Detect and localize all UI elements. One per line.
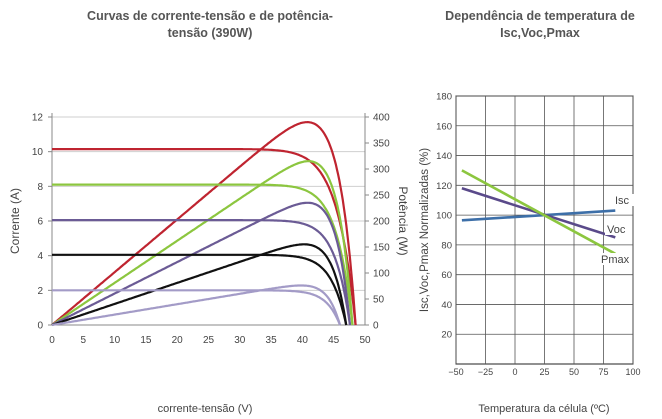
- iv-y-axis-title: Corrente (A): [8, 188, 22, 254]
- iv-x-tick-label: 0: [49, 335, 55, 346]
- iv-y2-axis-title: Potência (W): [396, 186, 410, 255]
- iv-y-tick-label: 12: [32, 113, 44, 124]
- iv-y2-tick-label: 350: [373, 139, 390, 150]
- iv-y2-tick-label: 300: [373, 165, 390, 176]
- temp-y-tick-label: 180: [436, 92, 452, 103]
- temp-series-line-isc: [461, 209, 616, 222]
- iv-y2-tick-label: 0: [373, 321, 379, 332]
- temp-series-label-pmax: Pmax: [601, 254, 630, 266]
- iv-current-curve: [52, 289, 342, 326]
- iv-current-curve: [52, 148, 357, 326]
- iv-current-curve: [52, 253, 348, 326]
- iv-x-tick-label: 5: [81, 335, 87, 346]
- temp-y-tick-label: 120: [436, 181, 452, 192]
- iv-y2-tick-label: 400: [373, 113, 390, 124]
- iv-y2-tick-label: 50: [373, 295, 385, 306]
- iv-x-axis-title: corrente-tensão (V): [158, 403, 253, 415]
- temp-x-tick-label: 25: [539, 367, 549, 377]
- temp-x-tick-label: 75: [598, 367, 608, 377]
- iv-y2-tick-label: 150: [373, 243, 390, 254]
- temp-series-line-pmax: [461, 169, 616, 255]
- temp-x-tick-label: 50: [569, 367, 579, 377]
- iv-x-tick-label: 10: [109, 335, 121, 346]
- temp-series-label-isc: Isc: [615, 195, 630, 207]
- iv-power-curve: [51, 201, 352, 326]
- iv-y-tick-label: 8: [37, 182, 43, 193]
- temp-y-tick-label: 140: [436, 151, 452, 162]
- temperature-chart: 20 40 60 80 100 120 140 160 180 −50 −25 0 25 50 75 100 I…: [419, 92, 641, 416]
- iv-x-tick-label: 35: [266, 335, 278, 346]
- iv-current-curve: [52, 183, 354, 326]
- iv-power-curve: [51, 284, 342, 327]
- temp-y-axis-title: Isc,Voc,Pmax Normalizadas (%): [419, 148, 431, 312]
- iv-x-tick-label: 40: [297, 335, 309, 346]
- iv-y-tick-label: 2: [37, 286, 43, 297]
- temp-x-tick-label: 100: [625, 367, 640, 377]
- temp-series-label-bg: [613, 194, 639, 206]
- chart-title-iv: Curvas de corrente-tensão e de potência-…: [87, 9, 333, 40]
- temp-y-tick-label: 80: [441, 240, 452, 251]
- iv-y2-tick-label: 200: [373, 217, 390, 228]
- iv-y2-tick-label: 100: [373, 269, 390, 280]
- temp-series-label-bg: [599, 253, 632, 265]
- temp-x-tick-label: −25: [478, 367, 493, 377]
- iv-x-tick-label: 25: [203, 335, 215, 346]
- iv-y-tick-label: 10: [32, 147, 44, 158]
- iv-y2-tick-label: 250: [373, 191, 390, 202]
- iv-y-tick-label: 4: [37, 251, 43, 262]
- temp-series-label-voc: Voc: [607, 224, 626, 236]
- temp-y-tick-label: 60: [441, 270, 452, 281]
- temp-x-tick-label: 0: [512, 367, 517, 377]
- iv-x-tick-label: 20: [172, 335, 184, 346]
- iv-x-tick-label: 50: [359, 335, 371, 346]
- iv-x-tick-label: 45: [328, 335, 340, 346]
- iv-x-tick-label: 15: [140, 335, 152, 346]
- iv-power-curve: [51, 243, 348, 327]
- temp-y-tick-label: 40: [441, 300, 452, 311]
- iv-x-tick-label: 30: [234, 335, 246, 346]
- iv-y-tick-label: 6: [37, 217, 43, 228]
- chart-title-temperature: Dependência de temperatura de Isc,Voc,Pm…: [445, 9, 635, 40]
- temp-y-tick-label: 20: [441, 330, 452, 341]
- iv-y-tick-label: 0: [37, 321, 43, 332]
- temp-series-label-bg: [605, 223, 631, 235]
- temp-x-tick-label: −50: [448, 367, 463, 377]
- temp-x-axis-title: Temperatura da célula (ºC): [478, 403, 609, 415]
- temp-y-tick-label: 100: [436, 211, 452, 222]
- iv-current-curve: [52, 219, 352, 326]
- iv-power-curve: [51, 120, 357, 326]
- temp-y-tick-label: 160: [436, 121, 452, 132]
